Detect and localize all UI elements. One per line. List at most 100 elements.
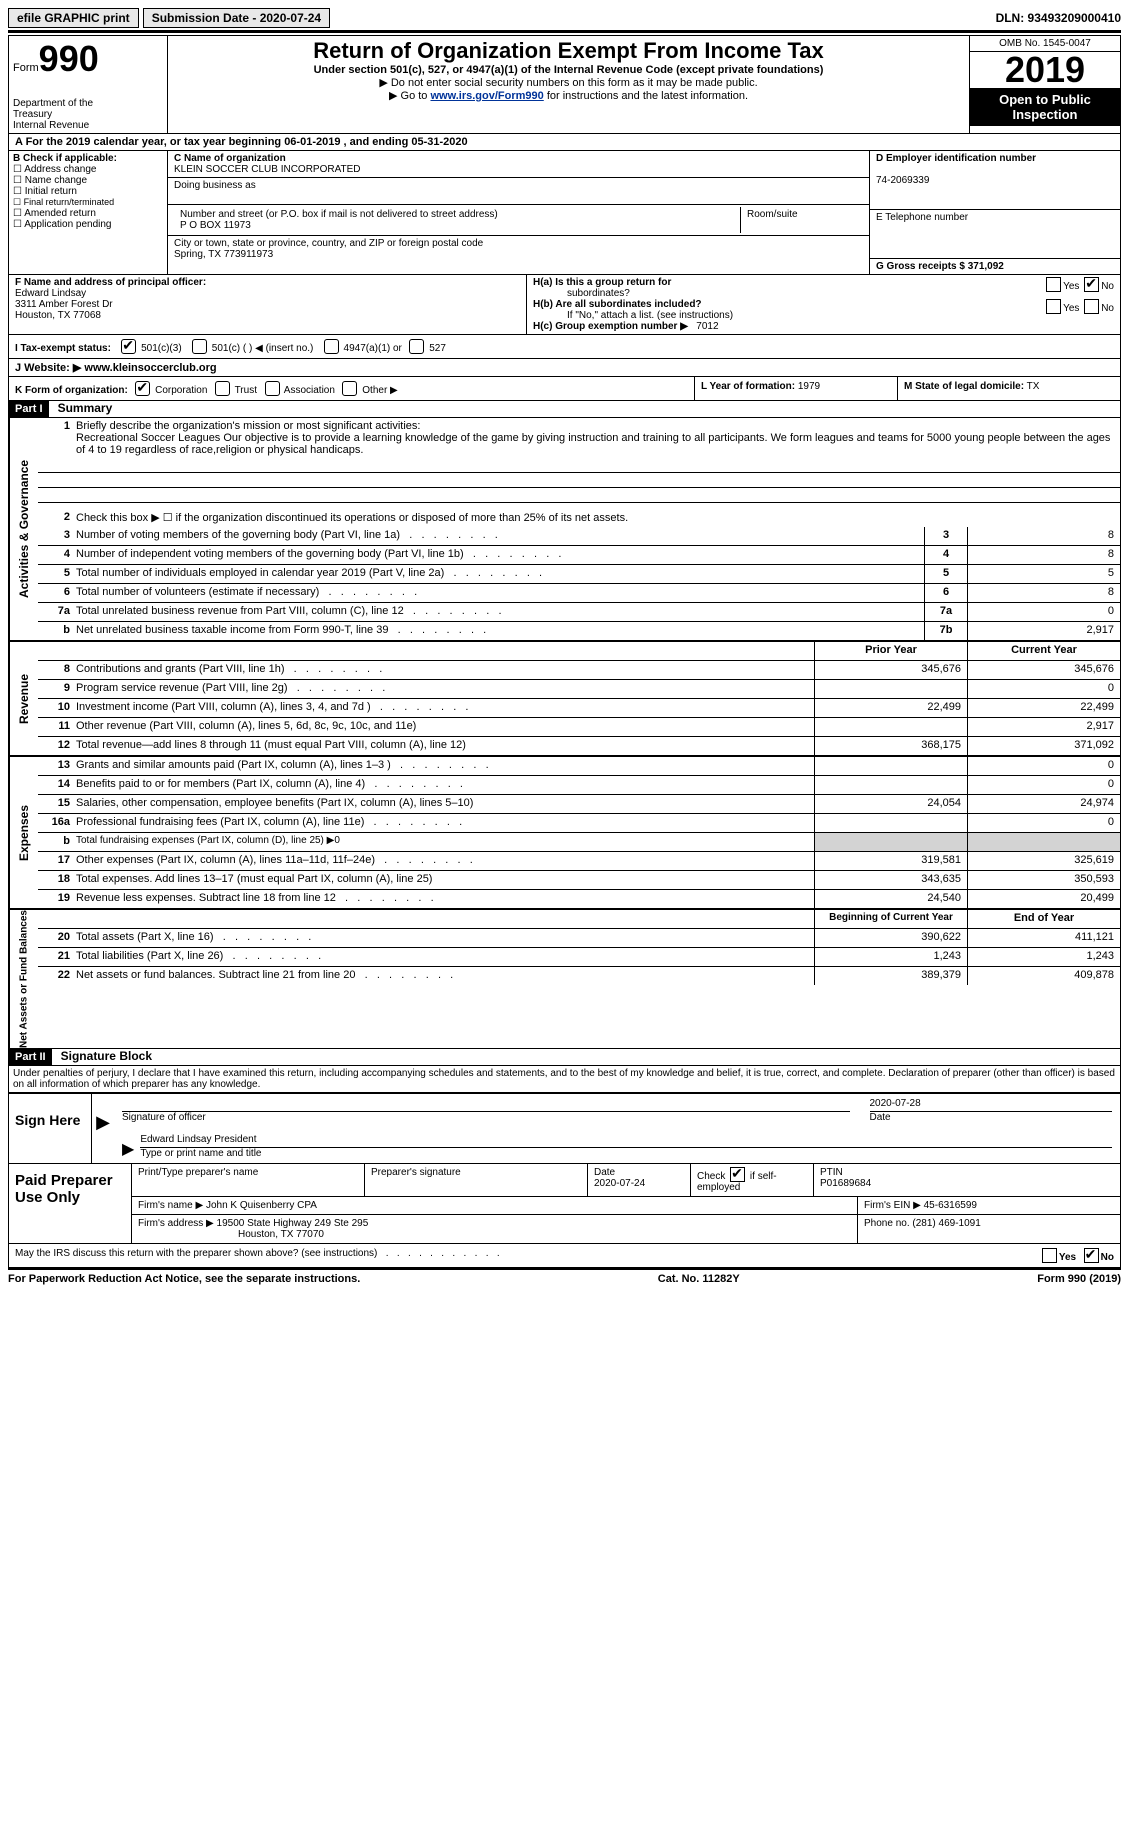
top-bar: efile GRAPHIC print Submission Date - 20… <box>8 8 1121 28</box>
submission-date-button[interactable]: Submission Date - 2020-07-24 <box>143 8 330 28</box>
line-16b: Total fundraising expenses (Part IX, col… <box>72 833 814 851</box>
box-l-year: L Year of formation: 1979 <box>695 377 898 400</box>
firm-ein: Firm's EIN ▶ 45-6316599 <box>858 1197 1120 1214</box>
line-16a: Professional fundraising fees (Part IX, … <box>72 814 814 832</box>
line-7a: Total unrelated business revenue from Pa… <box>72 603 924 621</box>
current-year-header: Current Year <box>967 642 1120 660</box>
firm-address: Firm's address ▶ 19500 State Highway 249… <box>132 1215 858 1243</box>
box-m-state: M State of legal domicile: TX <box>898 377 1120 400</box>
box-h: H(a) Is this a group return for Yes No s… <box>527 275 1120 334</box>
row-i-tax-exempt: I Tax-exempt status: 501(c)(3) 501(c) ( … <box>8 334 1121 358</box>
4947-checkbox[interactable] <box>324 339 339 354</box>
goto-link-line: ▶ Go to www.irs.gov/Form990 for instruct… <box>174 89 963 102</box>
row-j-website: J Website: ▶ www.kleinsoccerclub.org <box>8 358 1121 376</box>
sign-here-label: Sign Here <box>9 1094 92 1163</box>
line-12: Total revenue—add lines 8 through 11 (mu… <box>72 737 814 755</box>
501c-checkbox[interactable] <box>192 339 207 354</box>
box-c-name: C Name of organization KLEIN SOCCER CLUB… <box>168 151 869 178</box>
sign-date-label: Date <box>870 1112 1113 1123</box>
prep-self-employed: Check if self-employed <box>691 1164 814 1196</box>
form-subtitle: Under section 501(c), 527, or 4947(a)(1)… <box>174 64 963 76</box>
box-f-officer: F Name and address of principal officer:… <box>9 275 527 334</box>
section-expenses: Expenses 13Grants and similar amounts pa… <box>8 757 1121 910</box>
tax-year: 2019 <box>970 52 1120 88</box>
discuss-yes-checkbox[interactable] <box>1042 1248 1057 1263</box>
section-revenue: Revenue Prior Year Current Year 8Contrib… <box>8 642 1121 757</box>
501c3-checkbox[interactable] <box>121 339 136 354</box>
line-10: Investment income (Part VIII, column (A)… <box>72 699 814 717</box>
h-a-yes-checkbox[interactable] <box>1046 277 1061 292</box>
line-9: Program service revenue (Part VIII, line… <box>72 680 814 698</box>
box-k-form-org: K Form of organization: Corporation Trus… <box>9 377 695 400</box>
efile-graphic-print-button[interactable]: efile GRAPHIC print <box>8 8 139 28</box>
entity-block: B Check if applicable: ☐ Address change … <box>8 150 1121 274</box>
dept-treasury: Department of the Treasury Internal Reve… <box>13 98 163 131</box>
expenses-label: Expenses <box>9 757 38 908</box>
box-c-address: Number and street (or P.O. box if mail i… <box>168 205 869 236</box>
paid-preparer-block: Paid Preparer Use Only Print/Type prepar… <box>8 1164 1121 1244</box>
assoc-checkbox[interactable] <box>265 381 280 396</box>
revenue-label: Revenue <box>9 642 38 755</box>
box-c-city: City or town, state or province, country… <box>168 236 869 262</box>
h-b-no-checkbox[interactable] <box>1084 299 1099 314</box>
dln-label: DLN: 93493209000410 <box>996 11 1121 25</box>
sign-here-block: Sign Here ▶ Signature of officer 2020-07… <box>8 1092 1121 1164</box>
line-11: Other revenue (Part VIII, column (A), li… <box>72 718 814 736</box>
line-18: Total expenses. Add lines 13–17 (must eq… <box>72 871 814 889</box>
irs-form990-link[interactable]: www.irs.gov/Form990 <box>430 90 543 102</box>
box-d-ein: D Employer identification number 74-2069… <box>870 151 1120 210</box>
line-22: Net assets or fund balances. Subtract li… <box>72 967 814 985</box>
firm-phone: Phone no. (281) 469-1091 <box>858 1215 1120 1243</box>
prep-sig-header: Preparer's signature <box>365 1164 588 1196</box>
footer: For Paperwork Reduction Act Notice, see … <box>8 1268 1121 1285</box>
box-c-dba: Doing business as <box>168 178 869 205</box>
boy-header: Beginning of Current Year <box>814 910 967 928</box>
prep-name-header: Print/Type preparer's name <box>132 1164 365 1196</box>
row-f-h: F Name and address of principal officer:… <box>8 274 1121 334</box>
trust-checkbox[interactable] <box>215 381 230 396</box>
form-header: Form990 Department of the Treasury Inter… <box>8 35 1121 133</box>
part-i-header: Part I <box>9 401 49 417</box>
part-ii-title: Signature Block <box>55 1049 152 1063</box>
form-number-footer: Form 990 (2019) <box>1037 1273 1121 1285</box>
other-checkbox[interactable] <box>342 381 357 396</box>
prep-date: Date2020-07-24 <box>588 1164 691 1196</box>
line-14: Benefits paid to or for members (Part IX… <box>72 776 814 794</box>
527-checkbox[interactable] <box>409 339 424 354</box>
box-b: B Check if applicable: ☐ Address change … <box>9 151 168 274</box>
eoy-header: End of Year <box>967 910 1120 928</box>
part-i-title: Summary <box>52 401 113 415</box>
signature-declaration: Under penalties of perjury, I declare th… <box>8 1066 1121 1092</box>
part-ii-header: Part II <box>9 1049 52 1065</box>
line-15: Salaries, other compensation, employee b… <box>72 795 814 813</box>
net-assets-label: Net Assets or Fund Balances <box>9 910 38 1048</box>
self-employed-checkbox[interactable] <box>730 1167 745 1182</box>
corp-checkbox[interactable] <box>135 381 150 396</box>
catalog-number: Cat. No. 11282Y <box>360 1273 1037 1285</box>
sign-date: 2020-07-28 <box>870 1098 1113 1109</box>
activities-governance-label: Activities & Governance <box>9 418 38 640</box>
line-7b: Net unrelated business taxable income fr… <box>72 622 924 640</box>
section-net-assets: Net Assets or Fund Balances Beginning of… <box>8 910 1121 1049</box>
line-21: Total liabilities (Part X, line 26) <box>72 948 814 966</box>
prep-ptin: PTINP01689684 <box>814 1164 877 1196</box>
signature-officer-label: Signature of officer <box>122 1112 850 1123</box>
section-activities-governance: Activities & Governance 1 Briefly descri… <box>8 418 1121 642</box>
line-1-mission: Briefly describe the organization's miss… <box>72 418 1120 458</box>
box-g-gross: G Gross receipts $ 371,092 <box>870 259 1120 274</box>
line-2: Check this box ▶ ☐ if the organization d… <box>72 509 1120 527</box>
line-20: Total assets (Part X, line 16) <box>72 929 814 947</box>
line-17: Other expenses (Part IX, column (A), lin… <box>72 852 814 870</box>
line-6: Total number of volunteers (estimate if … <box>72 584 924 602</box>
line-5: Total number of individuals employed in … <box>72 565 924 583</box>
row-klm: K Form of organization: Corporation Trus… <box>8 376 1121 401</box>
prior-year-header: Prior Year <box>814 642 967 660</box>
row-a-tax-year: A For the 2019 calendar year, or tax yea… <box>8 133 1121 150</box>
discuss-no-checkbox[interactable] <box>1084 1248 1099 1263</box>
name-title-label: Type or print name and title <box>140 1148 1112 1159</box>
arrow-icon: ▶ <box>92 1094 114 1163</box>
line-4: Number of independent voting members of … <box>72 546 924 564</box>
h-b-yes-checkbox[interactable] <box>1046 299 1061 314</box>
discuss-row: May the IRS discuss this return with the… <box>8 1244 1121 1268</box>
h-a-no-checkbox[interactable] <box>1084 277 1099 292</box>
